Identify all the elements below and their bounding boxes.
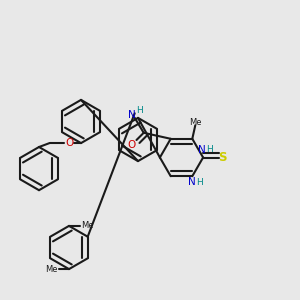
Text: Me: Me (45, 265, 57, 274)
Text: Me: Me (81, 221, 93, 230)
Text: N: N (128, 110, 136, 120)
Text: O: O (128, 140, 136, 150)
Text: N: N (198, 145, 206, 155)
Text: O: O (65, 138, 73, 148)
Text: Me: Me (189, 118, 202, 127)
Text: N: N (188, 177, 196, 187)
Text: H: H (136, 106, 142, 115)
Text: H: H (206, 146, 213, 154)
Text: S: S (218, 151, 227, 164)
Text: H: H (196, 178, 203, 187)
